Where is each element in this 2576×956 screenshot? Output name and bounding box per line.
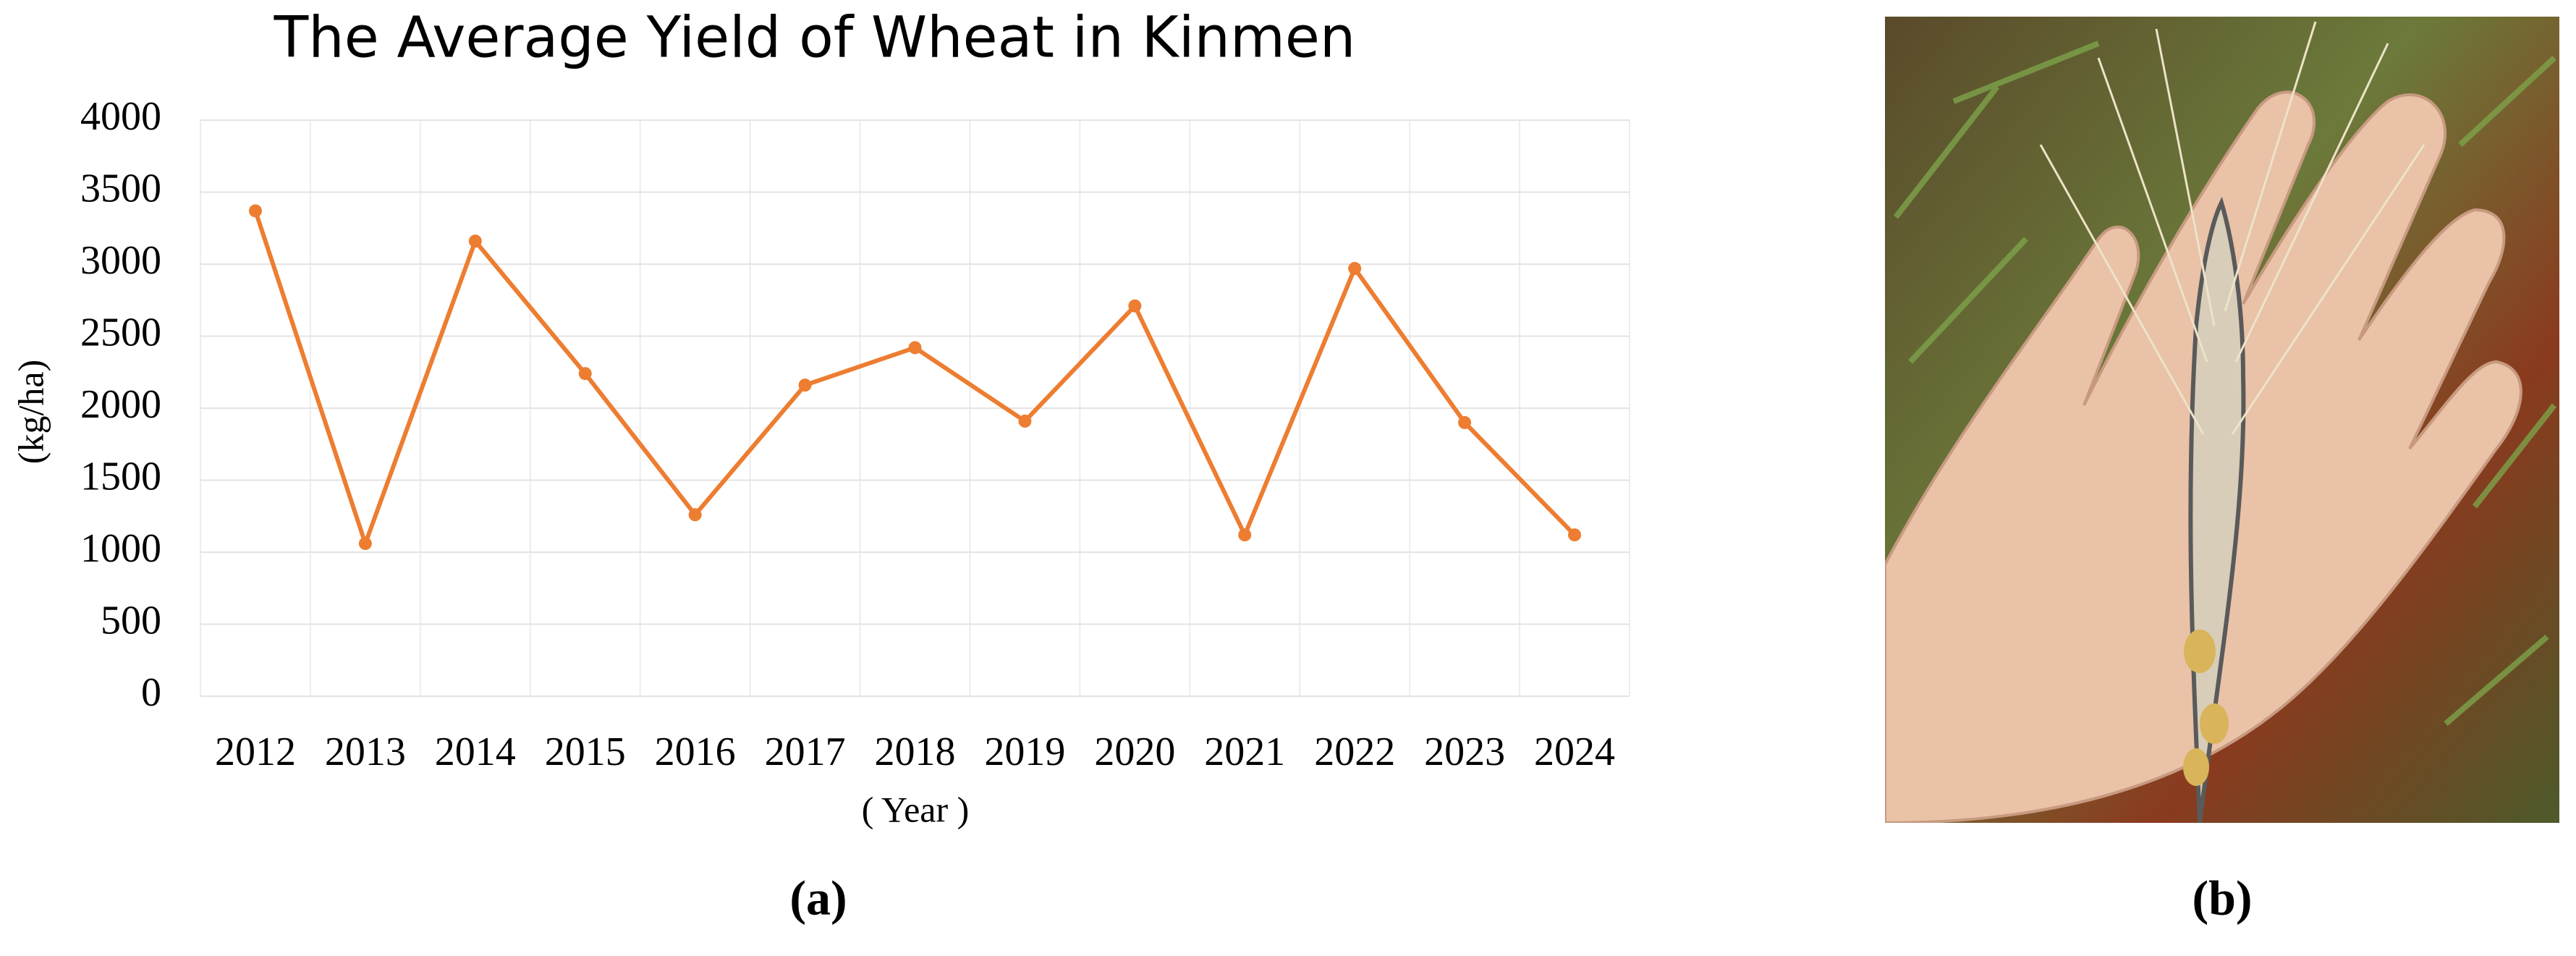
y-tick-label: 3500 xyxy=(80,166,161,211)
x-tick-label: 2013 xyxy=(325,729,406,774)
panel-label: (a) xyxy=(789,871,847,926)
y-axis-label: (kg/ha) xyxy=(10,360,51,464)
x-tick-label: 2019 xyxy=(984,729,1065,774)
y-tick-label: 1500 xyxy=(80,454,161,499)
chart-title: The Average Yield of Wheat in Kinmen xyxy=(274,5,1356,70)
marker xyxy=(1238,528,1252,542)
marker xyxy=(1458,415,1472,429)
y-tick-label: 4000 xyxy=(80,94,161,139)
x-tick-label: 2024 xyxy=(1534,729,1615,774)
photo xyxy=(1885,17,2559,823)
x-tick-label: 2022 xyxy=(1314,729,1395,774)
x-tick-label: 2018 xyxy=(875,729,956,774)
x-tick-label: 2021 xyxy=(1204,729,1285,774)
marker xyxy=(578,367,592,381)
marker xyxy=(1128,299,1142,313)
marker xyxy=(798,378,812,392)
x-tick-label: 2014 xyxy=(435,729,516,774)
x-tick-label: 2020 xyxy=(1094,729,1175,774)
line xyxy=(253,210,1577,546)
marker xyxy=(358,537,372,551)
y-tick-label: 3000 xyxy=(80,238,161,283)
y-tick-label: 2000 xyxy=(80,382,161,427)
marker xyxy=(688,508,702,522)
marker xyxy=(468,234,482,248)
x-tick-label: 2012 xyxy=(215,729,296,774)
y-tick-label: 1000 xyxy=(80,526,161,571)
x-tick-label: 2016 xyxy=(655,729,736,774)
marker xyxy=(1568,528,1582,542)
y-tick-label: 2500 xyxy=(80,310,161,355)
panel-label: (b) xyxy=(2192,871,2252,926)
x-tick-label: 2017 xyxy=(765,729,846,774)
x-axis-label: ( Year ) xyxy=(862,789,970,829)
y-tick-label: 500 xyxy=(101,598,161,643)
y-tick-label: 0 xyxy=(141,670,161,715)
marker xyxy=(908,341,922,355)
marker xyxy=(1348,261,1362,275)
marker xyxy=(1018,414,1032,428)
x-tick-label: 2015 xyxy=(545,729,626,774)
x-tick-label: 2023 xyxy=(1424,729,1505,774)
marker xyxy=(248,204,262,218)
